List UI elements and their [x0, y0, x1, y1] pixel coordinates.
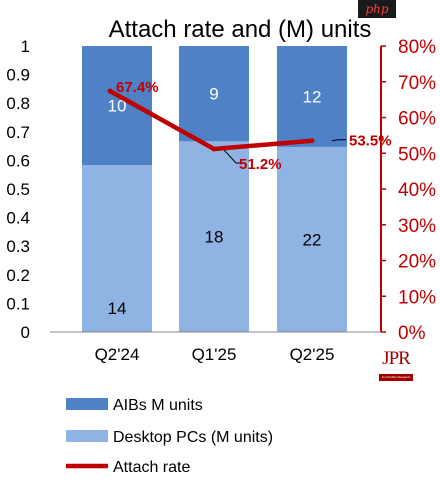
attach-rate-line-group: 67.4% 51.2% 53.5% [107, 79, 392, 173]
left-axis-ticks: 0 0.1 0.2 0.3 0.4 0.5 0.6 0.7 0.8 0.9 1 [6, 37, 30, 342]
legend-swatch [66, 430, 108, 442]
bar-desktop-pcs [277, 146, 347, 332]
bars-group [82, 46, 347, 332]
x-axis-labels: Q2'24 Q1'25 Q2'25 [95, 345, 335, 364]
left-tick-label: 0.5 [6, 180, 30, 199]
bar-labels-group: 14 10 18 9 22 12 [108, 85, 322, 318]
x-tick-label: Q2'25 [290, 345, 335, 364]
attach-rate-leader-line [223, 149, 240, 164]
right-tick-label: 0% [398, 323, 426, 344]
left-tick-label: 0.8 [6, 94, 30, 113]
right-tick-label: 70% [398, 73, 436, 94]
right-tick-label: 10% [398, 287, 436, 308]
jpr-logo: JPR Jon Peddie Research [379, 349, 413, 381]
right-tick-label: 30% [398, 216, 436, 237]
bar-label-aibs: 10 [108, 97, 127, 116]
left-tick-label: 0.3 [6, 237, 30, 256]
right-tick-label: 80% [398, 37, 436, 58]
legend: AIBs M units Desktop PCs (M units) Attach … [66, 397, 273, 476]
bar-label-desktop-pcs: 14 [108, 299, 127, 318]
x-tick-label: Q2'24 [95, 345, 140, 364]
right-tick-label: 20% [398, 252, 436, 273]
right-tick-label: 50% [398, 144, 436, 165]
legend-label: Attach rate [113, 459, 190, 476]
bar-aibs [277, 46, 347, 147]
attach-rate-point [309, 138, 315, 144]
right-tick-label: 40% [398, 180, 436, 201]
attach-rate-data-label: 67.4% [116, 79, 159, 96]
bar-desktop-pcs [82, 165, 152, 332]
x-tick-label: Q1'25 [192, 345, 237, 364]
attach-rate-leader-line [331, 139, 346, 142]
legend-label: AIBs M units [113, 397, 203, 414]
left-tick-label: 0.9 [6, 66, 30, 85]
bar-label-desktop-pcs: 18 [205, 228, 224, 247]
bar-label-aibs: 9 [209, 85, 218, 104]
left-tick-label: 0.6 [6, 151, 30, 170]
right-axis-ticks: 0% 10% 20% 30% 40% 50% 60% 70% 80% [381, 37, 436, 344]
bar-label-aibs: 12 [303, 87, 322, 106]
jpr-logo-text: JPR [382, 348, 411, 369]
bar-desktop-pcs [179, 141, 249, 332]
attach-rate-point [211, 146, 217, 152]
left-tick-label: 0 [21, 323, 30, 342]
attach-rate-data-label: 53.5% [349, 133, 392, 150]
jpr-logo-subtext: Jon Peddie Research [381, 375, 411, 379]
bar-aibs [179, 46, 249, 142]
left-tick-label: 0.2 [6, 266, 30, 285]
php-watermark-badge: php [358, 0, 396, 18]
left-tick-label: 0.7 [6, 123, 30, 142]
left-tick-label: 1 [21, 37, 30, 56]
attach-rate-data-label: 51.2% [239, 156, 282, 173]
left-tick-label: 0.1 [6, 294, 30, 313]
legend-swatch [66, 398, 108, 410]
attach-rate-point [107, 88, 113, 94]
chart-title: Attach rate and (M) units [109, 16, 372, 43]
left-tick-label: 0.4 [6, 209, 30, 228]
bar-label-desktop-pcs: 22 [303, 230, 322, 249]
right-tick-label: 60% [398, 109, 436, 130]
legend-label: Desktop PCs (M units) [113, 429, 273, 446]
